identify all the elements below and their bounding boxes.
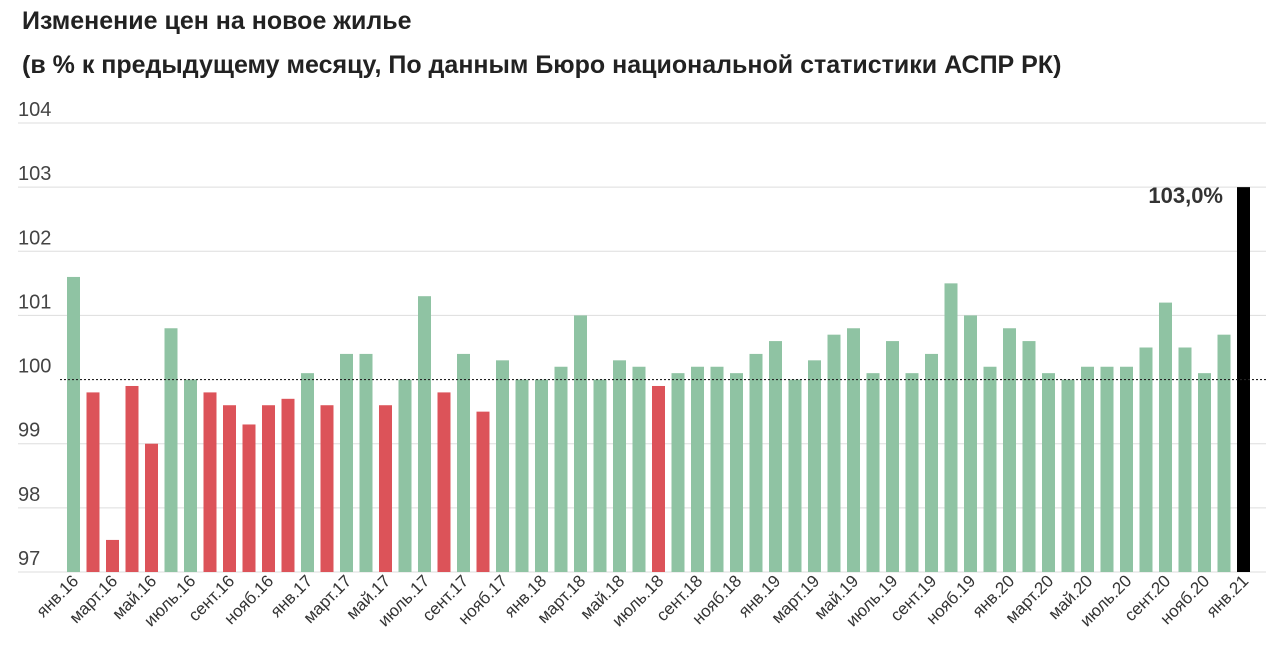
bar <box>1100 366 1114 572</box>
bar <box>359 353 373 572</box>
bar <box>1139 347 1153 572</box>
bar <box>1198 373 1211 572</box>
bar <box>1061 379 1075 572</box>
bar <box>730 373 743 572</box>
bar <box>379 405 392 572</box>
bar <box>398 379 412 572</box>
bar <box>1042 373 1055 572</box>
bar <box>145 443 158 572</box>
bar <box>437 392 451 572</box>
bar <box>301 373 314 572</box>
y-tick-label: 97 <box>18 548 40 570</box>
bar <box>574 315 587 572</box>
bar <box>886 341 899 572</box>
bar <box>1159 302 1172 572</box>
bar <box>418 296 431 572</box>
bar <box>769 341 782 572</box>
chart-subtitle: (в % к предыдущему месяцу, По данным Бюр… <box>22 51 1062 79</box>
bar <box>788 379 802 572</box>
y-tick-label: 100 <box>18 356 51 378</box>
bar <box>1217 334 1231 572</box>
bar <box>671 373 685 572</box>
bar <box>749 353 763 572</box>
bar <box>710 366 724 572</box>
bar <box>476 411 490 572</box>
bar <box>925 353 938 572</box>
bar <box>847 328 860 572</box>
bar <box>262 405 275 572</box>
bar <box>281 398 295 572</box>
bar <box>613 360 626 572</box>
bar <box>691 366 704 572</box>
bar <box>223 405 236 572</box>
bar <box>1237 187 1250 572</box>
bar <box>242 424 256 572</box>
callout-label: 103,0% <box>1148 183 1223 208</box>
y-tick-label: 101 <box>18 291 51 313</box>
bar <box>632 366 646 572</box>
bar <box>184 379 197 572</box>
bar <box>1003 328 1016 572</box>
bar <box>1178 347 1192 572</box>
bar <box>593 379 607 572</box>
bar <box>515 379 529 572</box>
bar <box>964 315 977 572</box>
bar <box>67 276 80 572</box>
y-tick-label: 104 <box>18 99 51 121</box>
bar <box>535 379 548 572</box>
bar <box>106 539 119 572</box>
bar <box>808 360 821 572</box>
bar <box>203 392 217 572</box>
y-tick-label: 98 <box>18 484 40 506</box>
bar <box>1081 366 1094 572</box>
bar <box>827 334 841 572</box>
bar <box>164 328 178 572</box>
bar <box>1120 366 1133 572</box>
chart-title: Изменение цен на новое жилье <box>22 7 412 35</box>
x-tick-label: янв.21 <box>1203 571 1253 621</box>
bar <box>320 405 334 572</box>
y-tick-label: 102 <box>18 227 51 249</box>
bar <box>1022 341 1036 572</box>
bar <box>340 353 353 572</box>
bar <box>86 392 100 572</box>
bar <box>983 366 997 572</box>
bar <box>125 385 139 572</box>
bar <box>554 366 568 572</box>
y-tick-label: 99 <box>18 420 40 442</box>
bar <box>866 373 880 572</box>
y-tick-label: 103 <box>18 163 51 185</box>
bar <box>652 385 665 572</box>
bar <box>944 283 958 572</box>
bar <box>905 373 919 572</box>
bar <box>457 353 470 572</box>
bar <box>496 360 509 572</box>
